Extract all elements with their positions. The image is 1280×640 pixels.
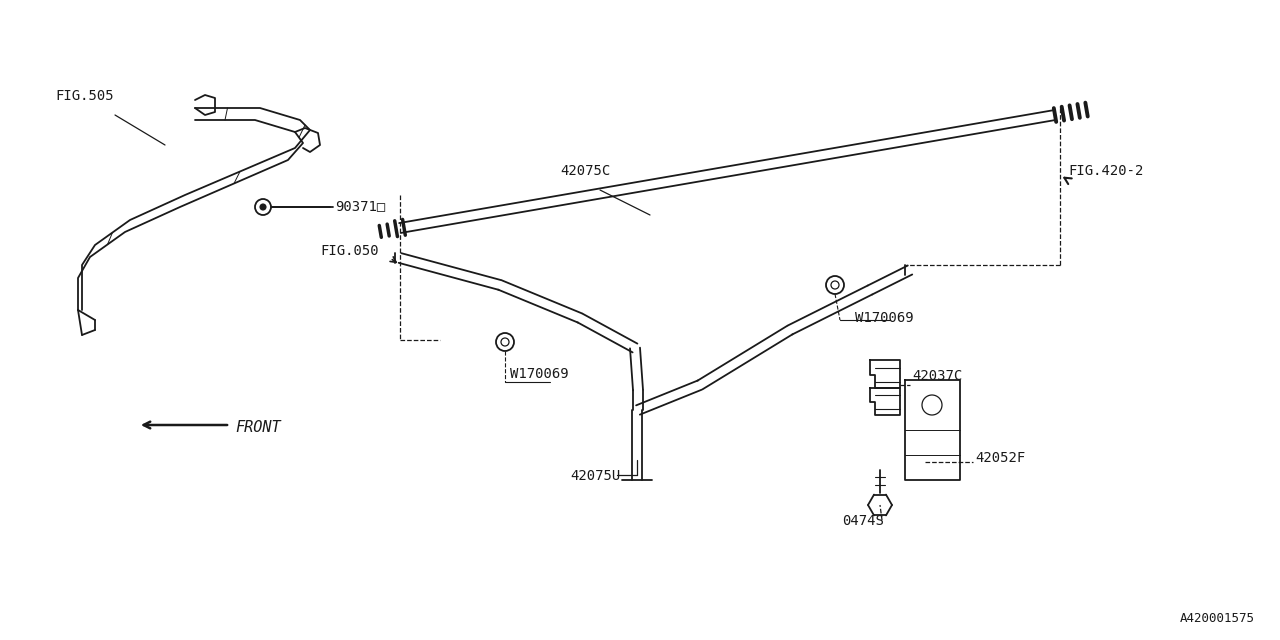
Text: W170069: W170069: [855, 311, 914, 325]
Circle shape: [260, 204, 266, 210]
Text: 90371□: 90371□: [335, 199, 385, 213]
Text: 42075C: 42075C: [561, 164, 611, 178]
Text: FIG.050: FIG.050: [320, 244, 379, 258]
Text: 42075U: 42075U: [570, 469, 621, 483]
Text: 42037C: 42037C: [911, 369, 963, 383]
Text: 0474S: 0474S: [842, 514, 884, 528]
Text: FIG.420-2: FIG.420-2: [1068, 164, 1143, 178]
Text: 42052F: 42052F: [975, 451, 1025, 465]
Circle shape: [255, 199, 271, 215]
Circle shape: [826, 276, 844, 294]
Text: FRONT: FRONT: [236, 420, 280, 435]
Text: W170069: W170069: [509, 367, 568, 381]
Text: A420001575: A420001575: [1180, 612, 1254, 625]
Circle shape: [497, 333, 515, 351]
Text: FIG.505: FIG.505: [55, 89, 114, 103]
